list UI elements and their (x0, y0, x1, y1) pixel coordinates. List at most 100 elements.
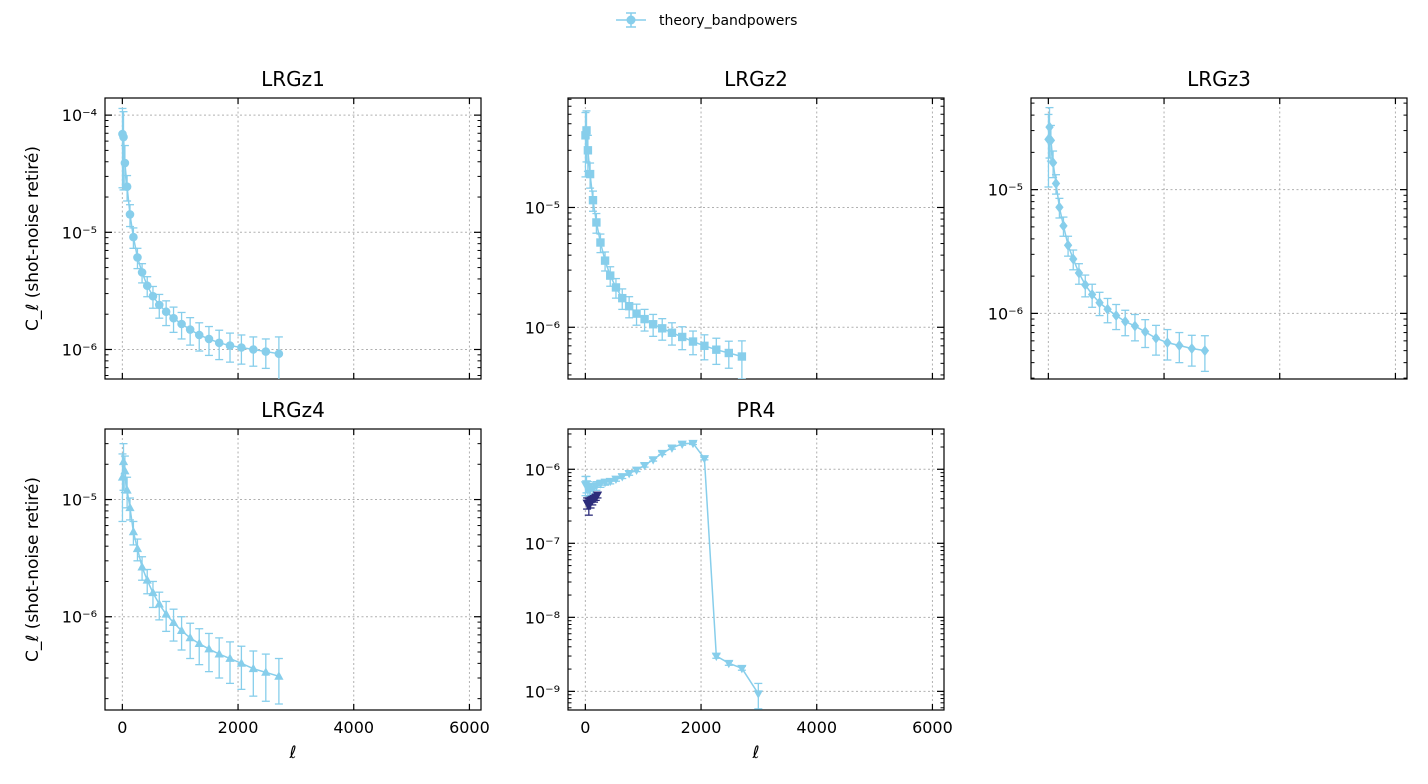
data-point (606, 271, 615, 280)
data-point (618, 293, 627, 303)
data-point (1111, 310, 1121, 322)
data-point (274, 349, 284, 359)
data-point (592, 491, 603, 500)
data-point (119, 132, 128, 142)
data-point (185, 632, 195, 642)
data-point (125, 502, 135, 512)
data-point (1051, 178, 1061, 189)
data-point (133, 253, 142, 262)
data-point (737, 664, 747, 674)
data-point (1048, 157, 1058, 169)
data-point (204, 644, 214, 653)
y-tick-label: 10⁻⁵ (62, 491, 97, 510)
data-point (154, 599, 164, 608)
data-point (225, 653, 235, 662)
data-point (658, 324, 667, 333)
data-point (129, 232, 138, 242)
data-point (617, 473, 627, 482)
data-point (648, 456, 658, 465)
panel-title: LRGz4 (261, 398, 325, 422)
x-tick-label: 6000 (912, 718, 953, 737)
data-point (583, 146, 593, 155)
data-point (737, 352, 747, 361)
data-point (1055, 201, 1064, 213)
data-point (194, 330, 204, 340)
panel-3: 0 2000 4000 6000 10⁻⁶ 10⁻⁵ LRGz4 C_ℓ (shot-nois… (23, 398, 490, 763)
data-point (605, 477, 615, 487)
data-point (688, 439, 698, 449)
data-point (161, 307, 171, 317)
data-point (1074, 267, 1084, 279)
data-point (1130, 320, 1140, 332)
data-point (1163, 337, 1172, 349)
data-point (1045, 121, 1054, 133)
data-point (236, 658, 247, 667)
data-point (711, 652, 721, 662)
y-tick-label: 10⁻⁶ (62, 608, 97, 627)
x-tick-label: 2000 (218, 718, 259, 737)
data-point (700, 341, 709, 351)
data-point (1175, 340, 1184, 351)
data-point (624, 470, 634, 479)
data-point (148, 587, 158, 597)
axes-frame (567, 428, 945, 711)
data-point (120, 466, 130, 475)
data-point (122, 182, 132, 192)
data-point (1103, 303, 1112, 315)
x-axis-label: ℓ (288, 743, 296, 763)
data-point (1140, 326, 1150, 338)
data-point (1095, 297, 1104, 309)
data-point (154, 300, 164, 310)
data-point (596, 238, 605, 247)
data-point (648, 320, 658, 329)
data-point (132, 543, 143, 553)
data-point (582, 126, 591, 135)
data-point (137, 562, 147, 571)
y-tick-label: 10⁻⁸ (525, 608, 560, 627)
y-tick-label: 10⁻⁵ (62, 223, 97, 242)
data-point (667, 444, 677, 453)
data-point (204, 334, 214, 344)
data-point (120, 158, 130, 168)
data-point (125, 210, 135, 219)
data-point (274, 671, 284, 680)
data-point (688, 337, 698, 346)
y-tick-label: 10⁻⁷ (525, 534, 560, 553)
data-point (1200, 345, 1210, 357)
data-point (624, 301, 634, 311)
data-point (176, 625, 187, 635)
data-point (611, 475, 621, 484)
data-point (214, 338, 224, 348)
data-point (1087, 289, 1097, 300)
panel-0: 10⁻⁶ 10⁻⁵ 10⁻⁴ LRGz1 C_ℓ (shot-noise retiré) (23, 67, 482, 380)
y-tick-label: 10⁻⁶ (525, 460, 560, 479)
data-point (677, 332, 687, 342)
data-point (1059, 220, 1068, 232)
series-0 (581, 110, 747, 379)
legend-label: theory_bandpowers (659, 13, 797, 29)
data-point (237, 343, 246, 352)
plot-area (1044, 106, 1210, 373)
y-tick-label: 10⁻⁶ (525, 318, 560, 337)
data-point (677, 440, 687, 449)
panels: 10⁻⁶ 10⁻⁵ 10⁻⁴ LRGz1 C_ℓ (shot-noise retiré)… (23, 67, 1408, 763)
legend-marker (626, 15, 636, 25)
data-point (214, 649, 224, 658)
data-point (194, 638, 204, 647)
data-point (248, 663, 258, 673)
y-tick-label: 10⁻⁵ (525, 198, 560, 217)
data-point (148, 291, 158, 301)
series-0 (118, 107, 284, 379)
x-axis-label: ℓ (751, 743, 759, 763)
data-point (1121, 316, 1130, 327)
data-point (724, 348, 734, 358)
series-line (121, 133, 280, 355)
x-tick-label: 4000 (796, 718, 837, 737)
panel-4: 0 2000 4000 6000 10⁻⁹ 10⁻⁸ 10⁻⁷ 10⁻⁶ PR4 ℓ (525, 398, 953, 763)
data-point (177, 319, 186, 329)
series-0 (1044, 106, 1210, 373)
data-point (631, 466, 642, 475)
data-point (640, 314, 649, 324)
data-point (185, 325, 195, 334)
data-point (161, 609, 171, 618)
